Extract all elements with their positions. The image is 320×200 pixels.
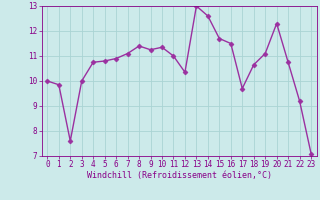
X-axis label: Windchill (Refroidissement éolien,°C): Windchill (Refroidissement éolien,°C)	[87, 171, 272, 180]
